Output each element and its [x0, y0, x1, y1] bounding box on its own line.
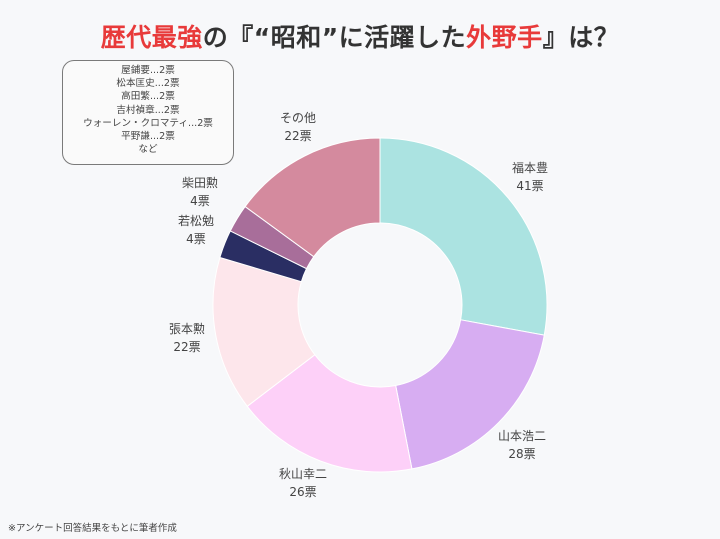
- title-text-2: 』は？: [542, 23, 620, 52]
- title-highlight-1: 歴代最強: [100, 23, 203, 52]
- donut-slice: [244, 137, 381, 258]
- footnote: ※アンケート回答結果をもとに筆者作成: [8, 523, 177, 534]
- slice-name-label: 柴田勲: [182, 175, 218, 190]
- donut-slice: [395, 319, 545, 470]
- slice-name-label: 秋山幸二: [279, 467, 327, 481]
- others-line: 高田繁...2票: [121, 91, 175, 103]
- slice-name-label: 若松勉: [178, 214, 214, 228]
- slice-value-label: 22票: [284, 129, 311, 143]
- slice-value-label: 4票: [190, 194, 210, 208]
- title-text-1: の『“昭和”に活躍した: [202, 23, 467, 52]
- others-line: ウォーレン・クロマティ...2票: [83, 117, 213, 129]
- slice-value-label: 41票: [516, 179, 543, 193]
- slice-value-label: 26票: [289, 485, 316, 499]
- others-line: など: [138, 144, 158, 156]
- slice-name-label: 張本勲: [169, 321, 205, 336]
- others-breakdown-box: 屋鋪要...2票 松本匡史...2票 高田繁...2票 吉村禎章...2票 ウォ…: [62, 60, 234, 165]
- chart-title: 歴代最強の『“昭和”に活躍した外野手』は？: [0, 18, 720, 54]
- slice-name-label: 山本浩二: [498, 429, 546, 443]
- slice-value-label: 4票: [186, 232, 206, 246]
- others-line: 平野謙...2票: [121, 131, 175, 143]
- slice-name-label: その他: [280, 111, 316, 125]
- others-line: 松本匡史...2票: [116, 78, 180, 90]
- donut-slice: [246, 354, 413, 473]
- slice-value-label: 28票: [508, 447, 535, 461]
- donut-slice: [379, 137, 548, 336]
- others-line: 屋鋪要...2票: [121, 65, 175, 76]
- slice-name-label: 福本豊: [512, 160, 548, 175]
- slice-value-label: 22票: [173, 340, 200, 354]
- title-highlight-2: 外野手: [466, 23, 543, 52]
- others-line: 吉村禎章...2票: [116, 104, 180, 116]
